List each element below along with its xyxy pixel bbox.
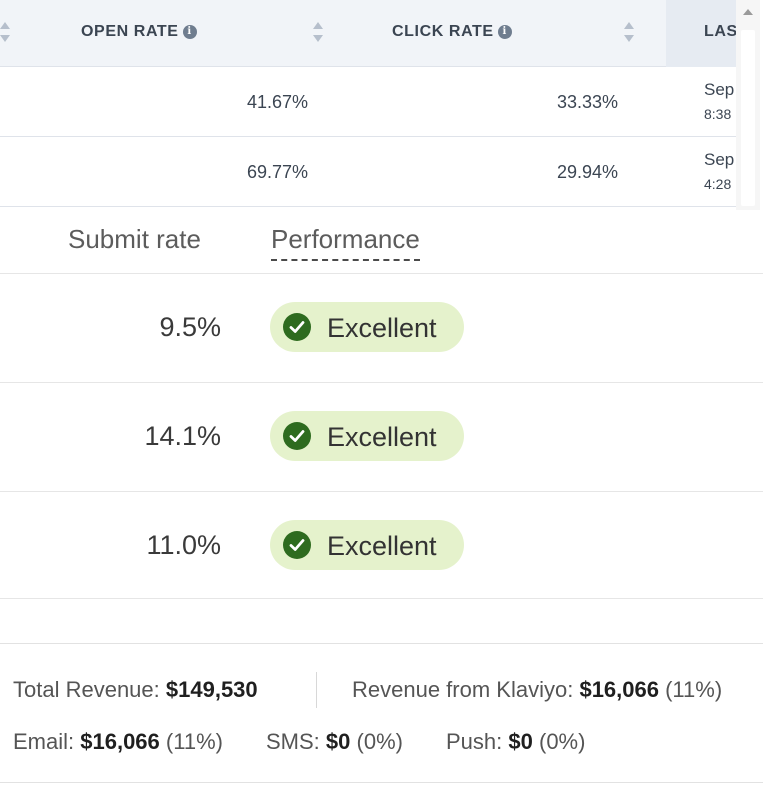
time-text: 8:38 — [704, 106, 732, 122]
push-revenue: Push: $0 (0%) — [446, 729, 585, 755]
klaviyo-revenue-label: Revenue from Klaviyo: — [352, 677, 574, 702]
column-header-click-rate[interactable]: CLICK RATE i — [392, 23, 512, 41]
email-revenue-label: Email: — [13, 729, 75, 754]
sort-click-rate-icon[interactable] — [624, 22, 634, 46]
sms-revenue-percent: (0%) — [356, 729, 403, 754]
signup-form-performance-table: Submit rate Performance 9.5% Excellent 1… — [0, 210, 763, 640]
scroll-up-arrow-icon[interactable] — [743, 9, 753, 15]
submit-rate-value: 14.1% — [144, 421, 221, 451]
submit-rate-value: 11.0% — [146, 530, 221, 560]
table-row: 14.1% Excellent — [0, 382, 763, 491]
info-icon[interactable]: i — [182, 25, 197, 39]
klaviyo-revenue-value: $16,066 — [579, 677, 659, 702]
sms-revenue: SMS: $0 (0%) — [266, 729, 403, 755]
sms-revenue-label: SMS: — [266, 729, 320, 754]
check-circle-icon — [283, 531, 311, 559]
time-text: 4:28 — [704, 176, 732, 192]
total-revenue: Total Revenue: $149,530 — [13, 677, 258, 703]
total-revenue-value: $149,530 — [165, 677, 258, 702]
email-revenue: Email: $16,066 (11%) — [13, 729, 223, 755]
open-rate-header-label: OPEN RATE — [81, 23, 179, 40]
table-row[interactable]: 41.67% 33.33% Sep 8:38 — [0, 68, 736, 137]
divider — [0, 598, 763, 599]
column-header-submit-rate: Submit rate — [68, 224, 201, 254]
check-circle-icon — [283, 313, 311, 341]
date-text: Sep — [704, 150, 735, 169]
email-revenue-value: $16,066 — [80, 729, 160, 754]
push-revenue-label: Push: — [446, 729, 503, 754]
check-circle-icon — [283, 422, 311, 450]
date-cell: Sep 8:38 — [704, 78, 736, 126]
push-revenue-value: $0 — [508, 729, 533, 754]
submit-rate-value: 9.5% — [159, 312, 221, 342]
date-text: Sep — [704, 80, 735, 99]
divider — [316, 672, 317, 708]
scrollbar-thumb[interactable] — [741, 30, 755, 206]
performance-badge: Excellent — [270, 411, 464, 461]
performance-label: Excellent — [327, 313, 437, 343]
performance-badge: Excellent — [270, 520, 464, 570]
open-rate-cell: 69.77% — [247, 162, 309, 182]
divider — [0, 782, 763, 783]
table-row[interactable]: 69.77% 29.94% Sep 4:28 — [0, 138, 736, 207]
click-rate-cell: 33.33% — [557, 92, 619, 112]
sort-open-rate-icon[interactable] — [313, 22, 323, 46]
performance-badge: Excellent — [270, 302, 464, 352]
open-rate-cell: 41.67% — [247, 92, 309, 112]
vertical-scrollbar[interactable] — [736, 0, 760, 210]
email-revenue-percent: (11%) — [165, 729, 223, 754]
date-cell: Sep 4:28 — [704, 148, 736, 196]
push-revenue-percent: (0%) — [539, 729, 586, 754]
revenue-summary: Total Revenue: $149,530 Revenue from Kla… — [0, 643, 763, 798]
click-rate-header-label: CLICK RATE — [392, 23, 494, 40]
performance-label: Excellent — [327, 531, 437, 561]
campaigns-table: OPEN RATE i CLICK RATE i LAS 41.67% 33.33%… — [0, 0, 763, 210]
column-header-open-rate[interactable]: OPEN RATE i — [81, 23, 197, 41]
klaviyo-revenue-percent: (11%) — [665, 677, 723, 702]
column-header-last-bg — [666, 0, 736, 67]
sort-icon[interactable] — [0, 22, 10, 46]
sms-revenue-value: $0 — [325, 729, 351, 754]
campaigns-table-header: OPEN RATE i CLICK RATE i LAS — [0, 0, 736, 67]
column-header-last[interactable]: LAS — [704, 23, 736, 40]
table-row: 11.0% Excellent — [0, 491, 763, 600]
total-revenue-label: Total Revenue: — [13, 677, 160, 702]
click-rate-cell: 29.94% — [557, 162, 619, 182]
performance-label: Excellent — [327, 422, 437, 452]
table-row: 9.5% Excellent — [0, 273, 763, 382]
info-icon[interactable]: i — [497, 25, 512, 39]
column-header-performance[interactable]: Performance — [271, 224, 420, 261]
klaviyo-revenue: Revenue from Klaviyo: $16,066 (11%) — [352, 677, 722, 703]
